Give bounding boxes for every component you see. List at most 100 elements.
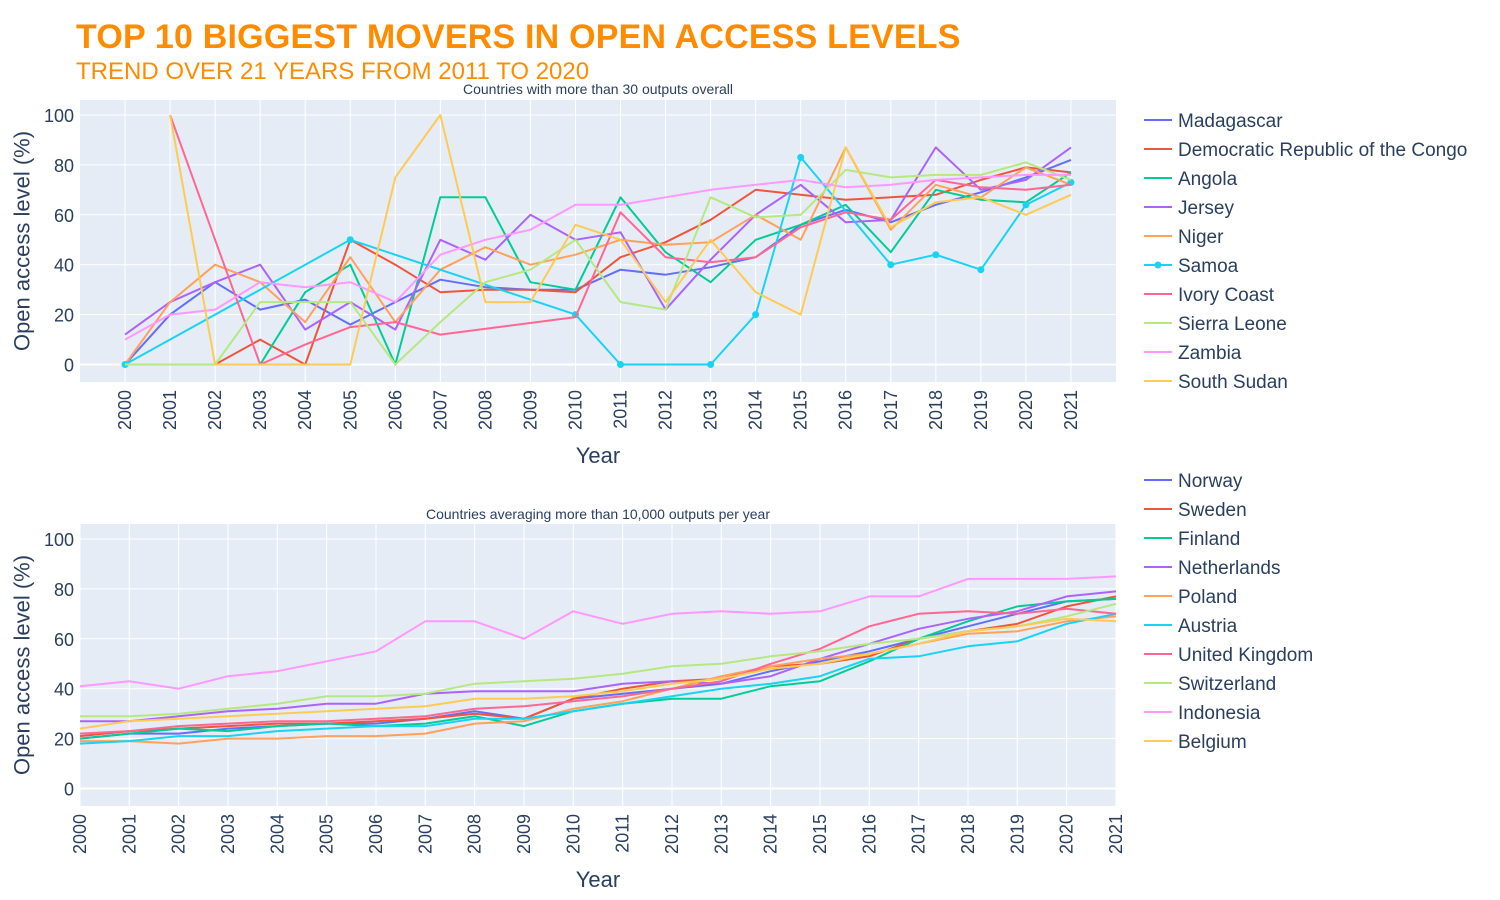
legend-label: Ivory Coast bbox=[1178, 285, 1275, 306]
x-tick-label: 2000 bbox=[70, 814, 90, 854]
data-point-samoa bbox=[797, 153, 805, 161]
data-point-samoa bbox=[752, 311, 760, 319]
x-tick-label: 2012 bbox=[662, 814, 682, 854]
legend-label: Belgium bbox=[1178, 732, 1247, 753]
x-tick-label: 2001 bbox=[119, 814, 139, 854]
data-point-samoa bbox=[1022, 201, 1030, 209]
x-tick-label: 2011 bbox=[611, 390, 631, 429]
legend-label: United Kingdom bbox=[1178, 645, 1313, 666]
y-tick-label: 80 bbox=[54, 580, 74, 600]
series-line-madagascar bbox=[124, 158, 1072, 366]
x-tick-label: 2017 bbox=[909, 814, 929, 854]
series-line-austria bbox=[79, 612, 1117, 745]
data-point-samoa bbox=[932, 251, 940, 259]
x-tick-label: 2000 bbox=[115, 390, 135, 430]
plot-background bbox=[80, 100, 1116, 382]
y-tick-label: 0 bbox=[64, 356, 74, 376]
x-tick-label: 2001 bbox=[160, 390, 180, 430]
chart-2: 2000 2001 2002 2003 2004 2005 2006 2007 2008 2009… bbox=[10, 471, 1314, 892]
y-tick-label: 80 bbox=[54, 156, 74, 176]
series-line-indonesia bbox=[79, 575, 1117, 690]
y-tick-label: 40 bbox=[54, 680, 74, 700]
series-line-poland bbox=[80, 615, 1117, 745]
y-tick-label: 0 bbox=[64, 780, 74, 800]
x-tick-label: 2009 bbox=[520, 390, 540, 430]
x-tick-label: 2003 bbox=[218, 814, 238, 854]
series-line-south-sudan bbox=[169, 114, 1072, 366]
x-tick-label: 2004 bbox=[267, 814, 287, 854]
legend-label: Austria bbox=[1178, 616, 1238, 637]
legend-label: Angola bbox=[1178, 169, 1238, 190]
x-tick-label: 2012 bbox=[656, 390, 676, 430]
x-tick-label: 2011 bbox=[613, 814, 633, 853]
x-tick-label: 2008 bbox=[475, 390, 495, 430]
plot-background bbox=[80, 524, 1116, 806]
y-tick-label: 20 bbox=[54, 306, 74, 326]
legend-label: Finland bbox=[1178, 529, 1240, 550]
series-line-democratic-republic-of-the-congo bbox=[214, 166, 1072, 366]
series-line-norway bbox=[79, 597, 1117, 740]
y-tick-label: 20 bbox=[54, 730, 74, 750]
x-axis-title: Year bbox=[576, 443, 620, 468]
legend-label: Jersey bbox=[1178, 198, 1234, 219]
legend-label: Indonesia bbox=[1178, 703, 1261, 724]
y-tick-label: 60 bbox=[54, 630, 74, 650]
series-line-jersey bbox=[124, 146, 1072, 336]
legend: Norway Sweden Finland Netherlands Poland Aust… bbox=[1144, 471, 1313, 753]
x-tick-label: 2010 bbox=[565, 390, 585, 430]
x-tick-label: 2016 bbox=[836, 390, 856, 430]
x-tick-label: 2020 bbox=[1057, 814, 1077, 854]
legend-label: Sierra Leone bbox=[1178, 314, 1287, 335]
subplot-title: Countries averaging more than 10,000 out… bbox=[426, 506, 770, 522]
series-line-sierra-leone bbox=[125, 161, 1072, 366]
series-line-united-kingdom bbox=[79, 607, 1117, 735]
data-point-samoa bbox=[977, 266, 985, 274]
x-tick-label: 2013 bbox=[701, 390, 721, 430]
legend-marker-samoa bbox=[1154, 261, 1162, 269]
x-tick-label: 2009 bbox=[514, 814, 534, 854]
legend-label: Switzerland bbox=[1178, 674, 1276, 695]
legend-label: Samoa bbox=[1178, 256, 1239, 277]
data-point-samoa bbox=[617, 361, 625, 369]
x-tick-label: 2014 bbox=[761, 814, 781, 854]
chart-title: TOP 10 BIGGEST MOVERS IN OPEN ACCESS LEV… bbox=[76, 18, 961, 56]
x-tick-label: 2018 bbox=[926, 390, 946, 430]
x-tick-label: 2005 bbox=[340, 390, 360, 430]
legend-label: Niger bbox=[1178, 227, 1224, 248]
x-tick-label: 2010 bbox=[563, 814, 583, 854]
x-axis-title: Year bbox=[576, 867, 620, 892]
x-tick-label: 2003 bbox=[250, 390, 270, 430]
legend-label: Democratic Republic of the Congo bbox=[1178, 140, 1467, 161]
legend-label: Netherlands bbox=[1178, 558, 1280, 579]
x-tick-label: 2007 bbox=[430, 390, 450, 430]
legend-label: Norway bbox=[1178, 471, 1243, 492]
series-line-netherlands bbox=[80, 590, 1117, 723]
x-tick-label: 2015 bbox=[810, 814, 830, 854]
series-line-angola bbox=[125, 171, 1072, 366]
series-line-switzerland bbox=[80, 602, 1117, 718]
x-tick-label: 2014 bbox=[746, 390, 766, 430]
data-point-samoa bbox=[707, 361, 715, 369]
x-tick-label: 2021 bbox=[1106, 814, 1126, 854]
x-tick-label: 2007 bbox=[415, 814, 435, 854]
legend-label: Zambia bbox=[1178, 343, 1242, 364]
chart-1: 2000 2001 2002 2003 2004 2005 2006 2007 2008 2009… bbox=[10, 81, 1468, 468]
legend: Madagascar Democratic Republic of the Con… bbox=[1144, 111, 1467, 393]
legend-label: Sweden bbox=[1178, 500, 1247, 521]
data-point-samoa bbox=[346, 236, 354, 244]
x-tick-label: 2016 bbox=[859, 814, 879, 854]
x-tick-label: 2019 bbox=[1007, 814, 1027, 854]
chart-subtitle: TREND OVER 21 YEARS FROM 2011 TO 2020 bbox=[76, 58, 590, 85]
x-tick-label: 2013 bbox=[711, 814, 731, 854]
data-point-samoa bbox=[887, 261, 895, 269]
x-tick-label: 2021 bbox=[1061, 390, 1081, 430]
x-tick-label: 2008 bbox=[465, 814, 485, 854]
x-tick-label: 2020 bbox=[1016, 390, 1036, 430]
x-tick-label: 2006 bbox=[385, 390, 405, 430]
series-line-belgium bbox=[79, 617, 1117, 730]
x-tick-label: 2006 bbox=[366, 814, 386, 854]
x-tick-label: 2017 bbox=[881, 390, 901, 430]
y-tick-label: 60 bbox=[54, 206, 74, 226]
x-tick-label: 2002 bbox=[169, 814, 189, 854]
